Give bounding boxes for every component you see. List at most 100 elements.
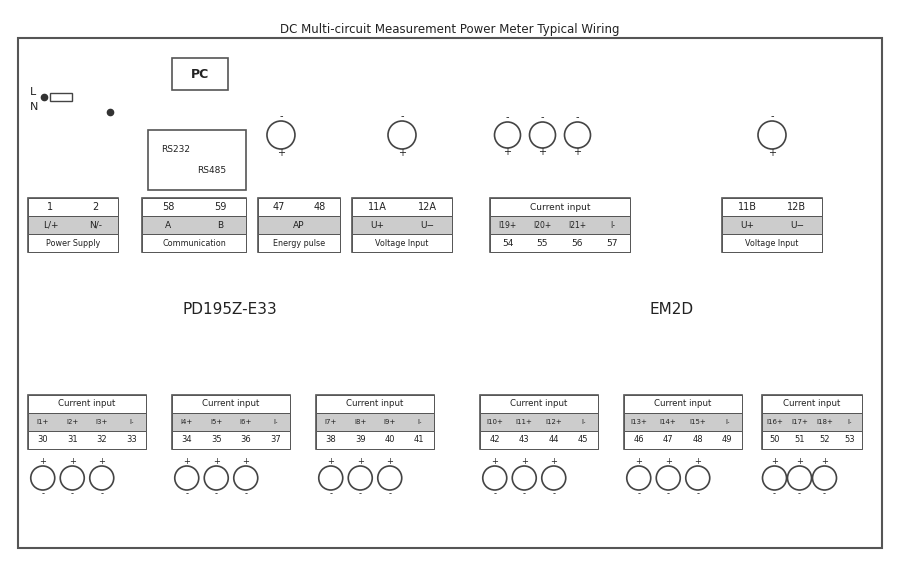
Text: RS485: RS485 xyxy=(197,166,226,175)
Text: -: - xyxy=(215,490,218,499)
Text: I15+: I15+ xyxy=(689,419,706,425)
Text: 33: 33 xyxy=(126,435,137,444)
Text: 56: 56 xyxy=(572,239,583,248)
Text: -: - xyxy=(71,490,74,499)
Text: 54: 54 xyxy=(502,239,513,248)
Text: I2+: I2+ xyxy=(66,419,78,425)
Text: 2: 2 xyxy=(93,202,99,212)
Text: Voltage Input: Voltage Input xyxy=(745,239,798,248)
Text: EM2D: EM2D xyxy=(650,302,694,318)
Text: 49: 49 xyxy=(722,435,733,444)
Bar xyxy=(142,216,246,234)
Text: 52: 52 xyxy=(819,435,830,444)
Text: I18+: I18+ xyxy=(816,419,833,425)
Text: 11B: 11B xyxy=(737,202,757,212)
Bar xyxy=(762,395,862,413)
Text: PC: PC xyxy=(191,68,209,81)
Text: I1+: I1+ xyxy=(37,419,49,425)
Text: 58: 58 xyxy=(162,202,175,212)
Bar xyxy=(722,198,822,252)
Bar xyxy=(480,413,598,431)
Text: B: B xyxy=(217,221,223,230)
Text: N: N xyxy=(30,102,39,112)
Text: +: + xyxy=(694,457,701,466)
Bar xyxy=(258,198,340,216)
Text: 43: 43 xyxy=(519,435,529,444)
Text: -: - xyxy=(493,490,496,499)
Text: -: - xyxy=(773,490,776,499)
Text: I-: I- xyxy=(725,419,730,425)
Text: +: + xyxy=(277,148,285,158)
Text: +: + xyxy=(771,457,778,466)
Text: I6+: I6+ xyxy=(239,419,252,425)
Text: +: + xyxy=(242,457,249,466)
Text: Current input: Current input xyxy=(530,202,590,212)
Text: +: + xyxy=(768,148,776,158)
Text: I7+: I7+ xyxy=(325,419,337,425)
Text: 48: 48 xyxy=(313,202,326,212)
Bar xyxy=(490,216,630,234)
Bar xyxy=(490,198,630,252)
Text: L: L xyxy=(30,87,36,97)
Text: U+: U+ xyxy=(740,221,754,230)
Bar xyxy=(142,234,246,252)
Text: Current input: Current input xyxy=(58,399,116,408)
Bar xyxy=(316,431,434,449)
Text: +: + xyxy=(386,457,393,466)
Bar xyxy=(316,413,434,431)
Text: I11+: I11+ xyxy=(516,419,533,425)
Bar xyxy=(490,198,630,216)
Bar xyxy=(172,395,290,449)
Text: +: + xyxy=(398,148,406,158)
Bar xyxy=(352,234,452,252)
Text: 40: 40 xyxy=(384,435,395,444)
Text: 46: 46 xyxy=(634,435,644,444)
Text: 59: 59 xyxy=(214,202,226,212)
Text: 35: 35 xyxy=(211,435,221,444)
Bar xyxy=(28,431,146,449)
Text: I12+: I12+ xyxy=(545,419,562,425)
Text: -: - xyxy=(770,111,774,121)
Bar xyxy=(762,395,862,449)
Text: 51: 51 xyxy=(794,435,805,444)
Text: I-: I- xyxy=(417,419,421,425)
Text: 42: 42 xyxy=(490,435,500,444)
Text: -: - xyxy=(100,490,104,499)
Bar xyxy=(316,395,434,449)
Text: U−: U− xyxy=(420,221,434,230)
Bar xyxy=(722,216,822,234)
Bar xyxy=(28,198,118,252)
Bar xyxy=(762,431,862,449)
Text: -: - xyxy=(185,490,188,499)
Bar xyxy=(258,234,340,252)
Text: DC Multi-circuit Measurement Power Meter Typical Wiring: DC Multi-circuit Measurement Power Meter… xyxy=(280,24,620,37)
Text: I4+: I4+ xyxy=(181,419,193,425)
Text: 12A: 12A xyxy=(418,202,436,212)
Text: I14+: I14+ xyxy=(660,419,677,425)
Text: I-: I- xyxy=(273,419,277,425)
Text: 53: 53 xyxy=(844,435,855,444)
Text: 12B: 12B xyxy=(788,202,806,212)
Bar xyxy=(480,395,598,449)
Text: -: - xyxy=(359,490,362,499)
Bar xyxy=(28,413,146,431)
Text: 47: 47 xyxy=(273,202,284,212)
Text: 1: 1 xyxy=(48,202,54,212)
Bar xyxy=(172,413,290,431)
Text: 48: 48 xyxy=(692,435,703,444)
Text: -: - xyxy=(523,490,526,499)
Bar xyxy=(50,93,72,101)
Text: +: + xyxy=(796,457,803,466)
Text: -: - xyxy=(823,490,826,499)
Text: I-: I- xyxy=(581,419,586,425)
Text: +: + xyxy=(550,457,557,466)
Text: A: A xyxy=(165,221,171,230)
Text: +: + xyxy=(68,457,76,466)
Bar xyxy=(258,216,340,234)
Text: -: - xyxy=(41,490,44,499)
Text: -: - xyxy=(388,490,392,499)
Bar xyxy=(352,198,452,216)
Text: +: + xyxy=(573,147,581,157)
Text: I19+: I19+ xyxy=(499,221,517,230)
Text: I13+: I13+ xyxy=(630,419,647,425)
